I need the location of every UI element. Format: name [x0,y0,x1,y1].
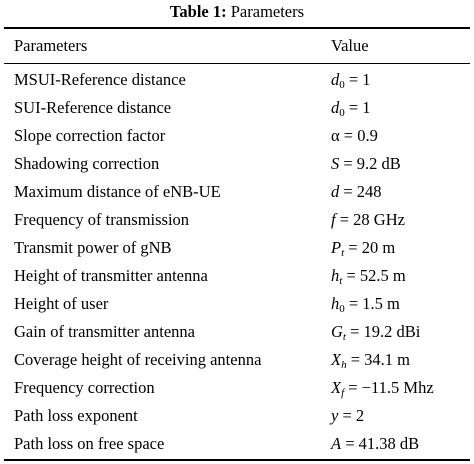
value-symbol: h [331,294,340,313]
value-symbol: d [331,70,340,89]
value-text: = 34.1 m [346,350,410,369]
header-parameters: Parameters [14,36,88,55]
table-caption-title: Parameters [230,2,305,21]
value-text: = 19.2 dBi [345,322,421,341]
parameter-name: Height of transmitter antenna [14,266,208,285]
value-symbol: X [331,350,342,369]
value-symbol: h [331,266,340,285]
value-text: = 2 [338,406,365,425]
value-text: = 28 GHz [335,210,405,229]
value-text: = 1.5 m [344,294,400,313]
parameter-value: h0 = 1.5 m [331,290,400,318]
table-top-rule [4,27,470,29]
parameter-value: ht = 52.5 m [331,262,406,290]
value-subscript: f [341,387,345,399]
value-symbol: G [331,322,343,341]
parameter-name: Gain of transmitter antenna [14,322,195,341]
parameter-value: Gt = 19.2 dBi [331,318,420,346]
value-text: = 1 [344,70,371,89]
parameter-value: A = 41.38 dB [331,430,419,458]
table-row: MSUI-Reference distance d0 = 1 [0,66,474,94]
value-subscript: 0 [339,79,345,91]
parameter-value: S = 9.2 dB [331,150,401,178]
value-text: = −11.5 Mhz [344,378,434,397]
value-subscript: t [341,247,345,259]
parameter-value: f = 28 GHz [331,206,405,234]
table-row: Path loss exponent y = 2 [0,402,474,430]
table-header-rule [4,63,470,64]
value-subscript: h [341,359,347,371]
parameter-value: α = 0.9 [331,122,378,150]
table-row: Height of user h0 = 1.5 m [0,290,474,318]
table-caption: Table 1: Parameters [0,2,474,22]
parameter-value: d0 = 1 [331,94,371,122]
table-caption-label: Table 1: [169,2,227,21]
parameter-value: d = 248 [331,178,382,206]
table-row: Gain of transmitter antenna Gt = 19.2 dBi [0,318,474,346]
value-symbol: P [331,238,342,257]
table-row: Frequency correction Xf = −11.5 Mhz [0,374,474,402]
value-text: = 20 m [344,238,396,257]
value-symbol: S [331,154,340,173]
parameter-value: y = 2 [331,402,364,430]
table-row: Height of transmitter antenna ht = 52.5 m [0,262,474,290]
parameter-name: Path loss on free space [14,434,165,453]
value-symbol: f [331,210,336,229]
value-subscript: 0 [339,303,345,315]
value-subscript: t [339,275,343,287]
table-row: Shadowing correction S = 9.2 dB [0,150,474,178]
table-row: Maximum distance of eNB-UE d = 248 [0,178,474,206]
value-subscript: 0 [339,107,345,119]
table-header-row: Parameters Value [0,32,474,60]
parameter-name: Coverage height of receiving antenna [14,350,262,369]
table-row: SUI-Reference distance d0 = 1 [0,94,474,122]
table-row: Transmit power of gNB Pt = 20 m [0,234,474,262]
value-text: = 1 [344,98,371,117]
parameter-value: Pt = 20 m [331,234,395,262]
value-symbol: A [331,434,342,453]
value-symbol: d [331,98,340,117]
parameter-name: Path loss exponent [14,406,138,425]
parameter-name: Transmit power of gNB [14,238,172,257]
value-text: = 9.2 dB [339,154,401,173]
parameter-name: MSUI-Reference distance [14,70,186,89]
parameter-name: Maximum distance of eNB-UE [14,182,221,201]
value-symbol: y [331,406,339,425]
value-symbol: X [331,378,342,397]
parameter-name: Frequency correction [14,378,155,397]
parameter-name: Shadowing correction [14,154,160,173]
header-value: Value [331,36,369,55]
parameter-name: Frequency of transmission [14,210,190,229]
table-row: Path loss on free space A = 41.38 dB [0,430,474,458]
value-text: = 41.38 dB [341,434,420,453]
table-row: Slope correction factor α = 0.9 [0,122,474,150]
parameter-name: SUI-Reference distance [14,98,172,117]
table-row: Frequency of transmission f = 28 GHz [0,206,474,234]
value-text: = 52.5 m [342,266,406,285]
parameter-name: Slope correction factor [14,126,166,145]
table-row: Coverage height of receiving antenna Xh =… [0,346,474,374]
parameter-value: d0 = 1 [331,66,371,94]
parameter-value: Xf = −11.5 Mhz [331,374,434,402]
parameter-name: Height of user [14,294,109,313]
parameter-value: Xh = 34.1 m [331,346,410,374]
value-text: = 248 [339,182,382,201]
value-text: α = 0.9 [331,126,378,145]
table-bottom-rule [4,459,470,461]
value-symbol: d [331,182,340,201]
value-subscript: t [342,331,346,343]
